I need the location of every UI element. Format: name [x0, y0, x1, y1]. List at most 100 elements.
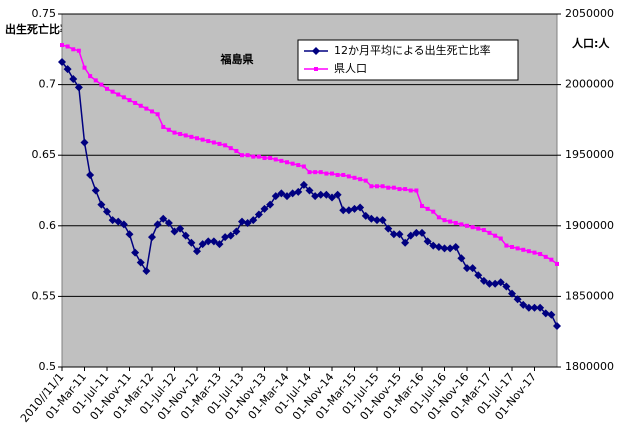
data-point — [211, 140, 216, 145]
data-point — [91, 186, 100, 195]
data-point — [150, 109, 154, 114]
data-point — [251, 154, 256, 159]
data-point — [164, 218, 173, 227]
y2-tick-label: 1800000 — [565, 360, 614, 373]
data-point — [305, 186, 314, 195]
data-point — [442, 218, 447, 223]
legend-marker — [312, 47, 320, 55]
data-point — [328, 193, 336, 202]
data-point — [97, 200, 106, 209]
data-point — [138, 103, 143, 108]
data-point — [148, 233, 156, 242]
data-point — [88, 74, 93, 79]
data-point — [166, 127, 171, 132]
data-point — [80, 138, 89, 147]
data-point — [131, 248, 140, 257]
data-point — [389, 230, 398, 239]
data-point — [521, 247, 526, 252]
data-point — [555, 261, 559, 266]
data-point — [397, 187, 402, 192]
y2-axis-title: 人口:人 — [572, 36, 610, 50]
data-point — [530, 303, 539, 312]
y-tick-label: 0.5 — [39, 360, 57, 373]
data-point — [176, 224, 185, 233]
data-point — [403, 187, 408, 192]
data-point — [333, 190, 342, 199]
data-point — [526, 249, 531, 254]
data-point — [513, 295, 522, 304]
data-point — [172, 130, 177, 135]
data-point — [116, 92, 121, 97]
y-tick-label: 0.55 — [32, 289, 57, 302]
data-point — [65, 44, 70, 49]
data-point — [307, 170, 312, 175]
y-tick-label: 0.6 — [39, 219, 57, 232]
data-point — [453, 220, 458, 225]
data-point — [238, 217, 246, 226]
data-point — [119, 220, 128, 229]
data-point — [71, 47, 76, 52]
data-point — [322, 190, 331, 199]
y-tick-label: 0.7 — [39, 78, 57, 91]
data-point — [299, 180, 308, 189]
data-point — [245, 153, 250, 158]
data-point — [273, 157, 278, 162]
y2-tick-label: 1850000 — [565, 289, 614, 302]
data-point — [350, 204, 359, 213]
data-point — [440, 244, 449, 253]
data-point — [294, 187, 303, 196]
data-point — [420, 204, 424, 209]
data-point — [425, 206, 430, 211]
data-point — [183, 133, 188, 138]
data-point — [170, 227, 179, 236]
data-point — [121, 95, 126, 100]
data-point — [285, 160, 289, 165]
data-point — [195, 136, 199, 141]
data-point — [341, 172, 346, 177]
data-point — [311, 192, 320, 201]
y-axis-title: 出生死亡比率 — [5, 22, 71, 36]
data-point — [408, 188, 413, 193]
legend-box — [297, 39, 519, 81]
data-point — [401, 238, 410, 247]
data-point — [485, 279, 494, 288]
data-point — [524, 303, 533, 312]
legend-marker — [314, 67, 318, 71]
data-point — [105, 86, 109, 91]
data-point — [93, 78, 98, 83]
data-point — [358, 177, 363, 182]
y-tick-label: 0.75 — [32, 7, 57, 20]
data-point — [187, 238, 196, 247]
data-point — [330, 171, 334, 176]
data-point — [395, 230, 404, 239]
data-point — [209, 237, 218, 246]
data-point — [161, 124, 166, 129]
data-point — [465, 223, 469, 228]
data-point — [125, 230, 134, 239]
data-point — [356, 203, 365, 212]
data-point — [510, 244, 514, 249]
data-point — [268, 156, 273, 161]
data-point — [543, 254, 548, 259]
data-point — [266, 200, 275, 209]
data-point — [508, 289, 516, 298]
data-point — [378, 216, 387, 225]
data-point — [318, 170, 323, 175]
data-point — [217, 141, 222, 146]
data-point — [384, 224, 393, 233]
data-point — [549, 257, 554, 262]
data-point — [363, 178, 368, 183]
data-point — [476, 226, 481, 231]
data-point — [491, 279, 500, 288]
data-point — [153, 220, 162, 229]
data-point — [538, 252, 543, 257]
data-point — [519, 300, 528, 309]
data-point — [418, 228, 426, 237]
data-point — [496, 278, 505, 287]
data-point — [155, 112, 160, 117]
data-point — [82, 65, 87, 70]
data-point — [279, 158, 284, 163]
data-point — [446, 244, 455, 253]
data-point — [481, 228, 486, 233]
data-point — [127, 98, 132, 103]
